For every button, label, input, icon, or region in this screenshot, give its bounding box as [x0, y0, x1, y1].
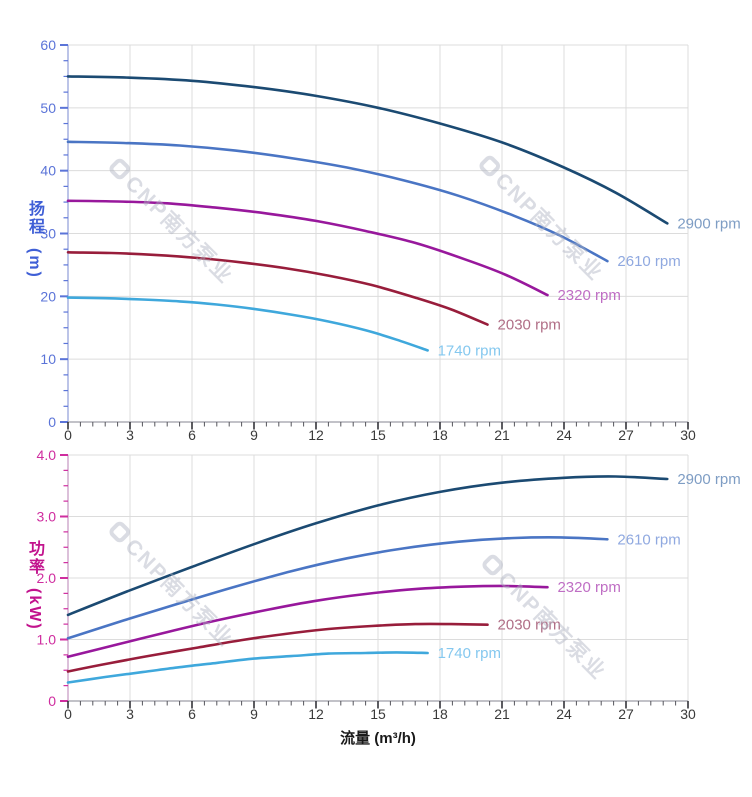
head-curve-2030-rpm [66, 251, 489, 326]
power-y-axis-unit: (kW) [26, 588, 43, 632]
head-x-tick-label: 6 [188, 427, 196, 443]
head-curve-label-2320-rpm: 2320 rpm [557, 287, 620, 304]
power-gridlines [68, 454, 689, 701]
head-y-tick-label: 40 [40, 163, 56, 179]
head-chart: 0 10 20 30 40 50 60 0 3 6 9 12 15 18 21 24 27 30 2900 rpm 2… [40, 37, 740, 443]
head-x-tick-label: 0 [64, 427, 72, 443]
power-y-tick-label: 4.0 [37, 447, 57, 463]
power-y-tick-label: 3.0 [37, 509, 57, 525]
power-curve-2900-rpm [66, 475, 669, 617]
head-y-axis-unit: (m) [26, 248, 43, 280]
power-curve-label-2610-rpm: 2610 rpm [617, 531, 680, 548]
head-x-tick-label: 15 [370, 427, 386, 443]
head-x-tick-label: 24 [556, 427, 572, 443]
head-x-ticks: 0 3 6 9 12 15 18 21 24 27 30 [64, 422, 696, 443]
power-x-tick-label: 12 [308, 706, 324, 722]
head-y-tick-label: 50 [40, 100, 56, 116]
head-y-axis-title-text: 扬程 [26, 200, 43, 236]
head-curve-2320-rpm [66, 199, 549, 297]
head-x-tick-label: 18 [432, 427, 448, 443]
head-x-tick-label: 9 [250, 427, 258, 443]
head-curve-label-2900-rpm: 2900 rpm [677, 215, 740, 232]
power-x-ticks: 0 3 6 9 12 15 18 21 24 27 30 [64, 701, 696, 722]
power-curve-1740-rpm [66, 651, 429, 684]
head-y-tick-label: 0 [48, 414, 56, 430]
head-curve-2900-rpm [66, 75, 669, 225]
power-x-tick-label: 30 [680, 706, 696, 722]
power-x-tick-label: 0 [64, 706, 72, 722]
head-curve-2610-rpm [66, 140, 609, 263]
head-x-tick-label: 30 [680, 427, 696, 443]
head-y-tick-label: 30 [40, 226, 56, 242]
power-y-axis-title-text: 功率 [26, 540, 43, 576]
head-x-tick-label: 12 [308, 427, 324, 443]
power-y-tick-label: 2.0 [37, 570, 57, 586]
head-x-tick-label: 21 [494, 427, 510, 443]
power-x-tick-label: 21 [494, 706, 510, 722]
head-y-axis-title: 扬程 (m) [26, 200, 43, 280]
head-y-tick-label: 60 [40, 37, 56, 53]
head-x-tick-label: 27 [618, 427, 634, 443]
power-x-tick-label: 18 [432, 706, 448, 722]
head-x-tick-label: 3 [126, 427, 134, 443]
x-axis-title: 流量 (m³/h) [340, 730, 416, 747]
head-y-tick-label: 20 [40, 288, 56, 304]
head-curve-label-2030-rpm: 2030 rpm [498, 317, 561, 334]
power-x-tick-label: 27 [618, 706, 634, 722]
power-curve-label-2900-rpm: 2900 rpm [677, 471, 740, 488]
power-y-tick-label: 1.0 [37, 632, 57, 648]
power-x-tick-label: 15 [370, 706, 386, 722]
head-curve-label-2610-rpm: 2610 rpm [617, 253, 680, 270]
power-x-tick-label: 24 [556, 706, 572, 722]
power-curve-label-2030-rpm: 2030 rpm [498, 617, 561, 634]
power-x-tick-label: 9 [250, 706, 258, 722]
power-curve-2030-rpm [66, 622, 489, 673]
power-y-tick-label: 0 [48, 693, 56, 709]
head-y-tick-label: 10 [40, 351, 56, 367]
power-x-tick-label: 3 [126, 706, 134, 722]
power-y-ticks: 0 1.0 2.0 3.0 4.0 [37, 447, 68, 709]
power-curve-label-1740-rpm: 1740 rpm [438, 645, 501, 662]
head-curve-label-1740-rpm: 1740 rpm [438, 342, 501, 359]
power-curve-2320-rpm [66, 584, 549, 658]
power-chart: 0 1.0 2.0 3.0 4.0 0 3 6 9 12 15 18 21 24 27 30 2900 rpm 2… [37, 447, 741, 722]
head-curve-1740-rpm [66, 296, 429, 352]
power-x-tick-label: 6 [188, 706, 196, 722]
power-curve-2610-rpm [66, 536, 609, 640]
power-curve-label-2320-rpm: 2320 rpm [557, 579, 620, 596]
head-y-ticks: 0 10 20 30 40 50 60 [40, 37, 68, 430]
power-y-axis-title: 功率 (kW) [26, 540, 43, 632]
